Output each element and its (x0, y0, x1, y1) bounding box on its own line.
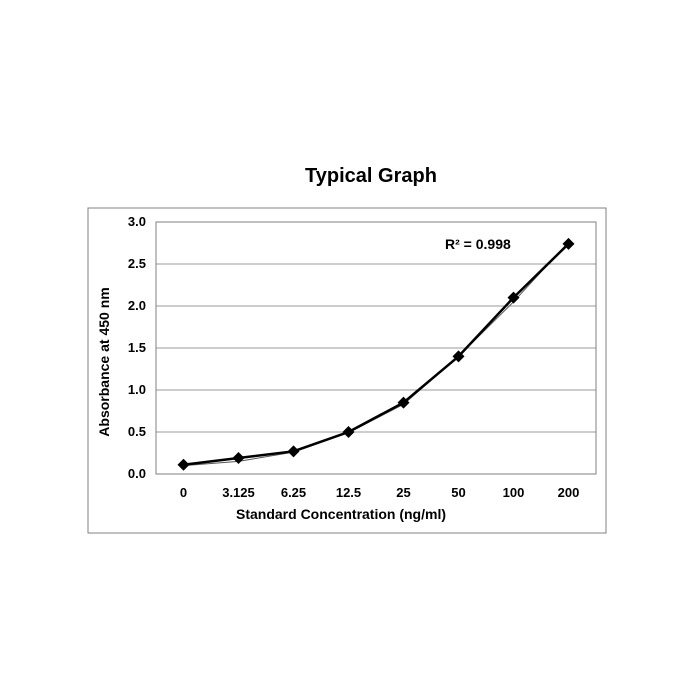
x-tick-label: 200 (558, 485, 580, 500)
x-tick-label: 12.5 (336, 485, 361, 500)
x-tick-label: 3.125 (222, 485, 255, 500)
y-tick-label: 2.5 (128, 256, 146, 271)
data-point (232, 452, 245, 465)
data-point (562, 237, 575, 250)
y-tick-labels: 0.0 0.5 1.0 1.5 2.0 2.5 3.0 (128, 214, 146, 481)
x-tick-labels: 0 3.125 6.25 12.5 25 50 100 200 (180, 485, 579, 500)
data-point (507, 291, 520, 304)
y-tick-label: 3.0 (128, 214, 146, 229)
gridlines (156, 263, 596, 433)
data-point (177, 458, 190, 471)
x-tick-label: 0 (180, 485, 187, 500)
y-axis-label: Absorbance at 450 nm (96, 287, 112, 436)
y-tick-label: 0.0 (128, 466, 146, 481)
y-tick-label: 1.5 (128, 340, 146, 355)
y-tick-label: 0.5 (128, 424, 146, 439)
data-point (342, 426, 355, 438)
data-point (452, 350, 465, 363)
data-series (177, 237, 575, 471)
x-tick-label: 25 (396, 485, 410, 500)
data-point (397, 396, 410, 409)
plot-area-border (155, 221, 597, 475)
y-tick-label: 2.0 (128, 298, 146, 313)
chart-frame (87, 207, 607, 534)
r-squared-annotation: R² = 0.998 (445, 236, 511, 252)
series-line (183, 242, 570, 467)
y-tick-label: 1.0 (128, 382, 146, 397)
x-tick-label: 50 (451, 485, 465, 500)
x-tick-label: 100 (503, 485, 525, 500)
x-tick-label: 6.25 (281, 485, 306, 500)
data-point (287, 445, 300, 458)
x-axis-label: Standard Concentration (ng/ml) (236, 506, 446, 522)
chart-title: Typical Graph (305, 165, 437, 187)
